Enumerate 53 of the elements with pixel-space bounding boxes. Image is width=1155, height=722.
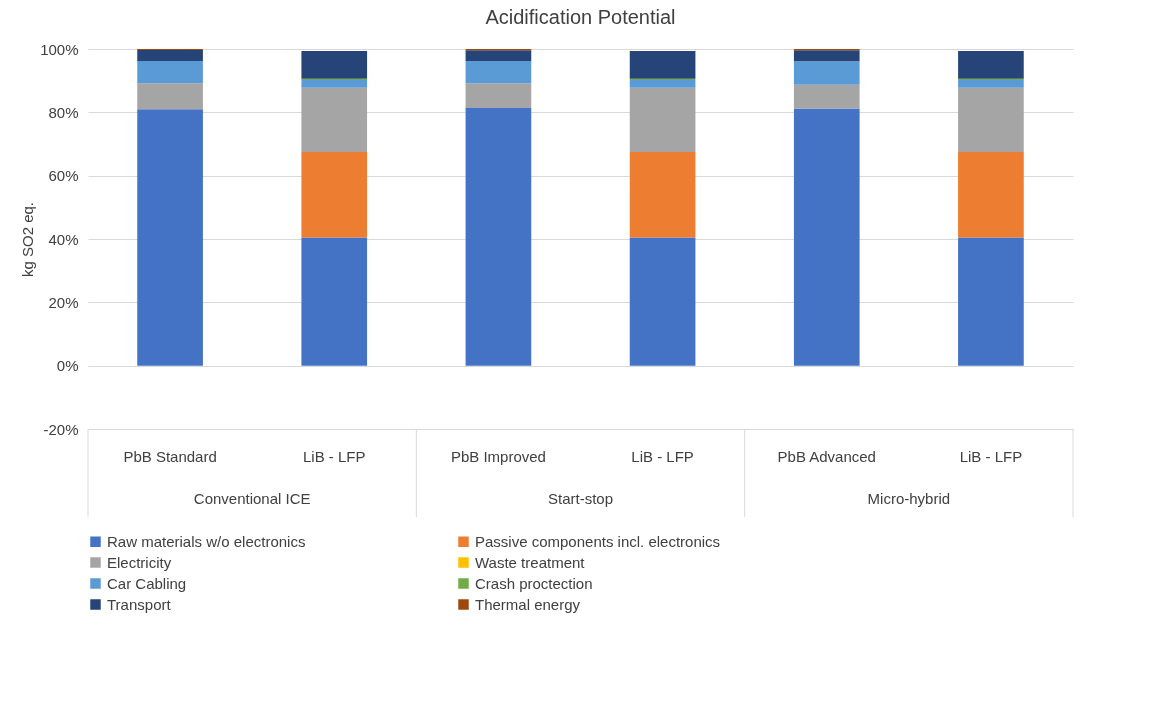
bar bbox=[629, 50, 696, 79]
bar bbox=[465, 61, 532, 84]
x-tick-label: PbB Standard bbox=[123, 447, 217, 465]
bar bbox=[301, 80, 368, 88]
y-tick-label: 40% bbox=[48, 230, 79, 248]
y-tick-label: 100% bbox=[40, 40, 79, 58]
bar bbox=[793, 84, 860, 109]
bar bbox=[629, 151, 696, 238]
y-tick-label: 60% bbox=[48, 167, 79, 185]
bar bbox=[958, 87, 1024, 152]
legend-label: Crash proctection bbox=[475, 574, 593, 592]
bar bbox=[465, 83, 532, 108]
bar bbox=[137, 49, 203, 62]
legend-label: Passive components incl. electronics bbox=[475, 532, 721, 550]
bar bbox=[629, 87, 696, 152]
legend-label: Transport bbox=[107, 595, 172, 613]
bar bbox=[793, 108, 860, 366]
bar bbox=[465, 107, 532, 366]
legend-label: Thermal energy bbox=[475, 595, 581, 613]
y-tick-label: -20% bbox=[43, 420, 79, 438]
bar bbox=[301, 87, 368, 152]
y-tick-label: 80% bbox=[48, 103, 79, 121]
bar bbox=[137, 83, 203, 110]
legend-label: Electricity bbox=[107, 553, 172, 571]
text: Micro-hybrid bbox=[867, 490, 951, 507]
bar bbox=[958, 80, 1024, 88]
bar bbox=[137, 61, 203, 84]
bar bbox=[793, 61, 860, 85]
text: Start-stop bbox=[547, 490, 614, 507]
bar bbox=[137, 109, 203, 366]
bar bbox=[301, 50, 368, 79]
x-tick-label: LiB - LFP bbox=[302, 447, 366, 465]
x-tick-label: LiB - LFP bbox=[959, 447, 1023, 465]
bar bbox=[958, 151, 1024, 238]
y-axis-title: kg SO2 eq. bbox=[19, 201, 37, 278]
y-tick-label: 0% bbox=[56, 357, 79, 375]
bar bbox=[958, 50, 1024, 79]
x-tick-label: PbB Advanced bbox=[777, 447, 876, 465]
text: Conventional ICE bbox=[193, 490, 311, 507]
bar bbox=[301, 151, 368, 238]
legend-label: Waste treatment bbox=[475, 553, 586, 571]
bar bbox=[465, 50, 532, 62]
bar bbox=[629, 237, 696, 366]
bar bbox=[301, 237, 368, 366]
bar bbox=[629, 80, 696, 88]
x-tick-label: LiB - LFP bbox=[631, 447, 694, 465]
y-tick-label: 20% bbox=[48, 293, 79, 311]
legend-label: Raw materials w/o electronics bbox=[107, 532, 306, 550]
x-tick-label: PbB Improved bbox=[450, 447, 546, 465]
chart-title: Acidification Potential bbox=[485, 6, 676, 28]
legend-label: Car Cabling bbox=[107, 574, 187, 592]
bar bbox=[958, 237, 1024, 366]
bar bbox=[793, 50, 860, 62]
